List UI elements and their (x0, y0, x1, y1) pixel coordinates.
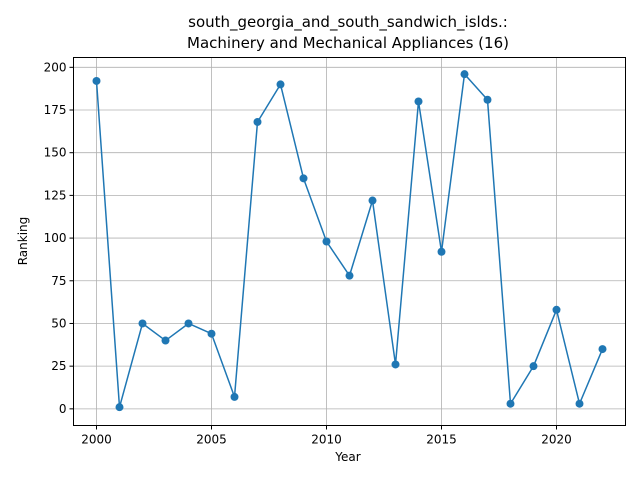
data-point (506, 399, 515, 408)
chart-title-line-2: Machinery and Mechanical Appliances (16) (187, 34, 509, 52)
data-point (345, 271, 354, 280)
grid-lines (73, 57, 626, 426)
data-point (575, 399, 584, 408)
data-point (598, 345, 607, 354)
data-point (414, 97, 423, 106)
data-point (161, 336, 170, 345)
data-point (184, 319, 193, 328)
data-point (299, 174, 308, 183)
data-point (460, 70, 469, 79)
series-ranking (92, 70, 607, 412)
x-axis-label: Year (334, 450, 360, 464)
y-tick-label: 25 (51, 359, 66, 373)
x-tick-label: 2020 (541, 433, 572, 447)
y-tick-label: 100 (44, 231, 67, 245)
data-point (92, 76, 101, 85)
data-point (138, 319, 147, 328)
data-point (483, 95, 492, 104)
y-tick-label: 200 (44, 60, 67, 74)
plot-area-frame (73, 57, 626, 426)
data-point (207, 329, 216, 338)
y-tick-label: 125 (44, 188, 67, 202)
data-point (253, 117, 262, 126)
data-point (437, 247, 446, 256)
y-axis-label: Ranking (16, 217, 30, 266)
x-tick-label: 2000 (81, 433, 112, 447)
data-point (529, 362, 538, 371)
data-point (230, 392, 239, 401)
data-point (552, 305, 561, 314)
y-tick-label: 50 (51, 316, 66, 330)
y-tick-label: 75 (51, 274, 66, 288)
axis-ticks: 2000 2005 2010 2015 2020 0 25 50 75 100 125 150 175 2… (44, 60, 572, 446)
data-point (391, 360, 400, 369)
x-tick-label: 2005 (196, 433, 227, 447)
data-point (368, 196, 377, 205)
y-tick-label: 150 (44, 146, 67, 160)
y-tick-label: 175 (44, 103, 67, 117)
x-tick-label: 2015 (426, 433, 457, 447)
y-tick-label: 0 (59, 402, 67, 416)
x-tick-label: 2010 (311, 433, 342, 447)
series-line (95, 73, 604, 408)
data-point (276, 80, 285, 89)
data-point (322, 237, 331, 246)
chart-title-line-1: south_georgia_and_south_sandwich_islds.: (188, 13, 508, 32)
data-point (115, 403, 124, 412)
